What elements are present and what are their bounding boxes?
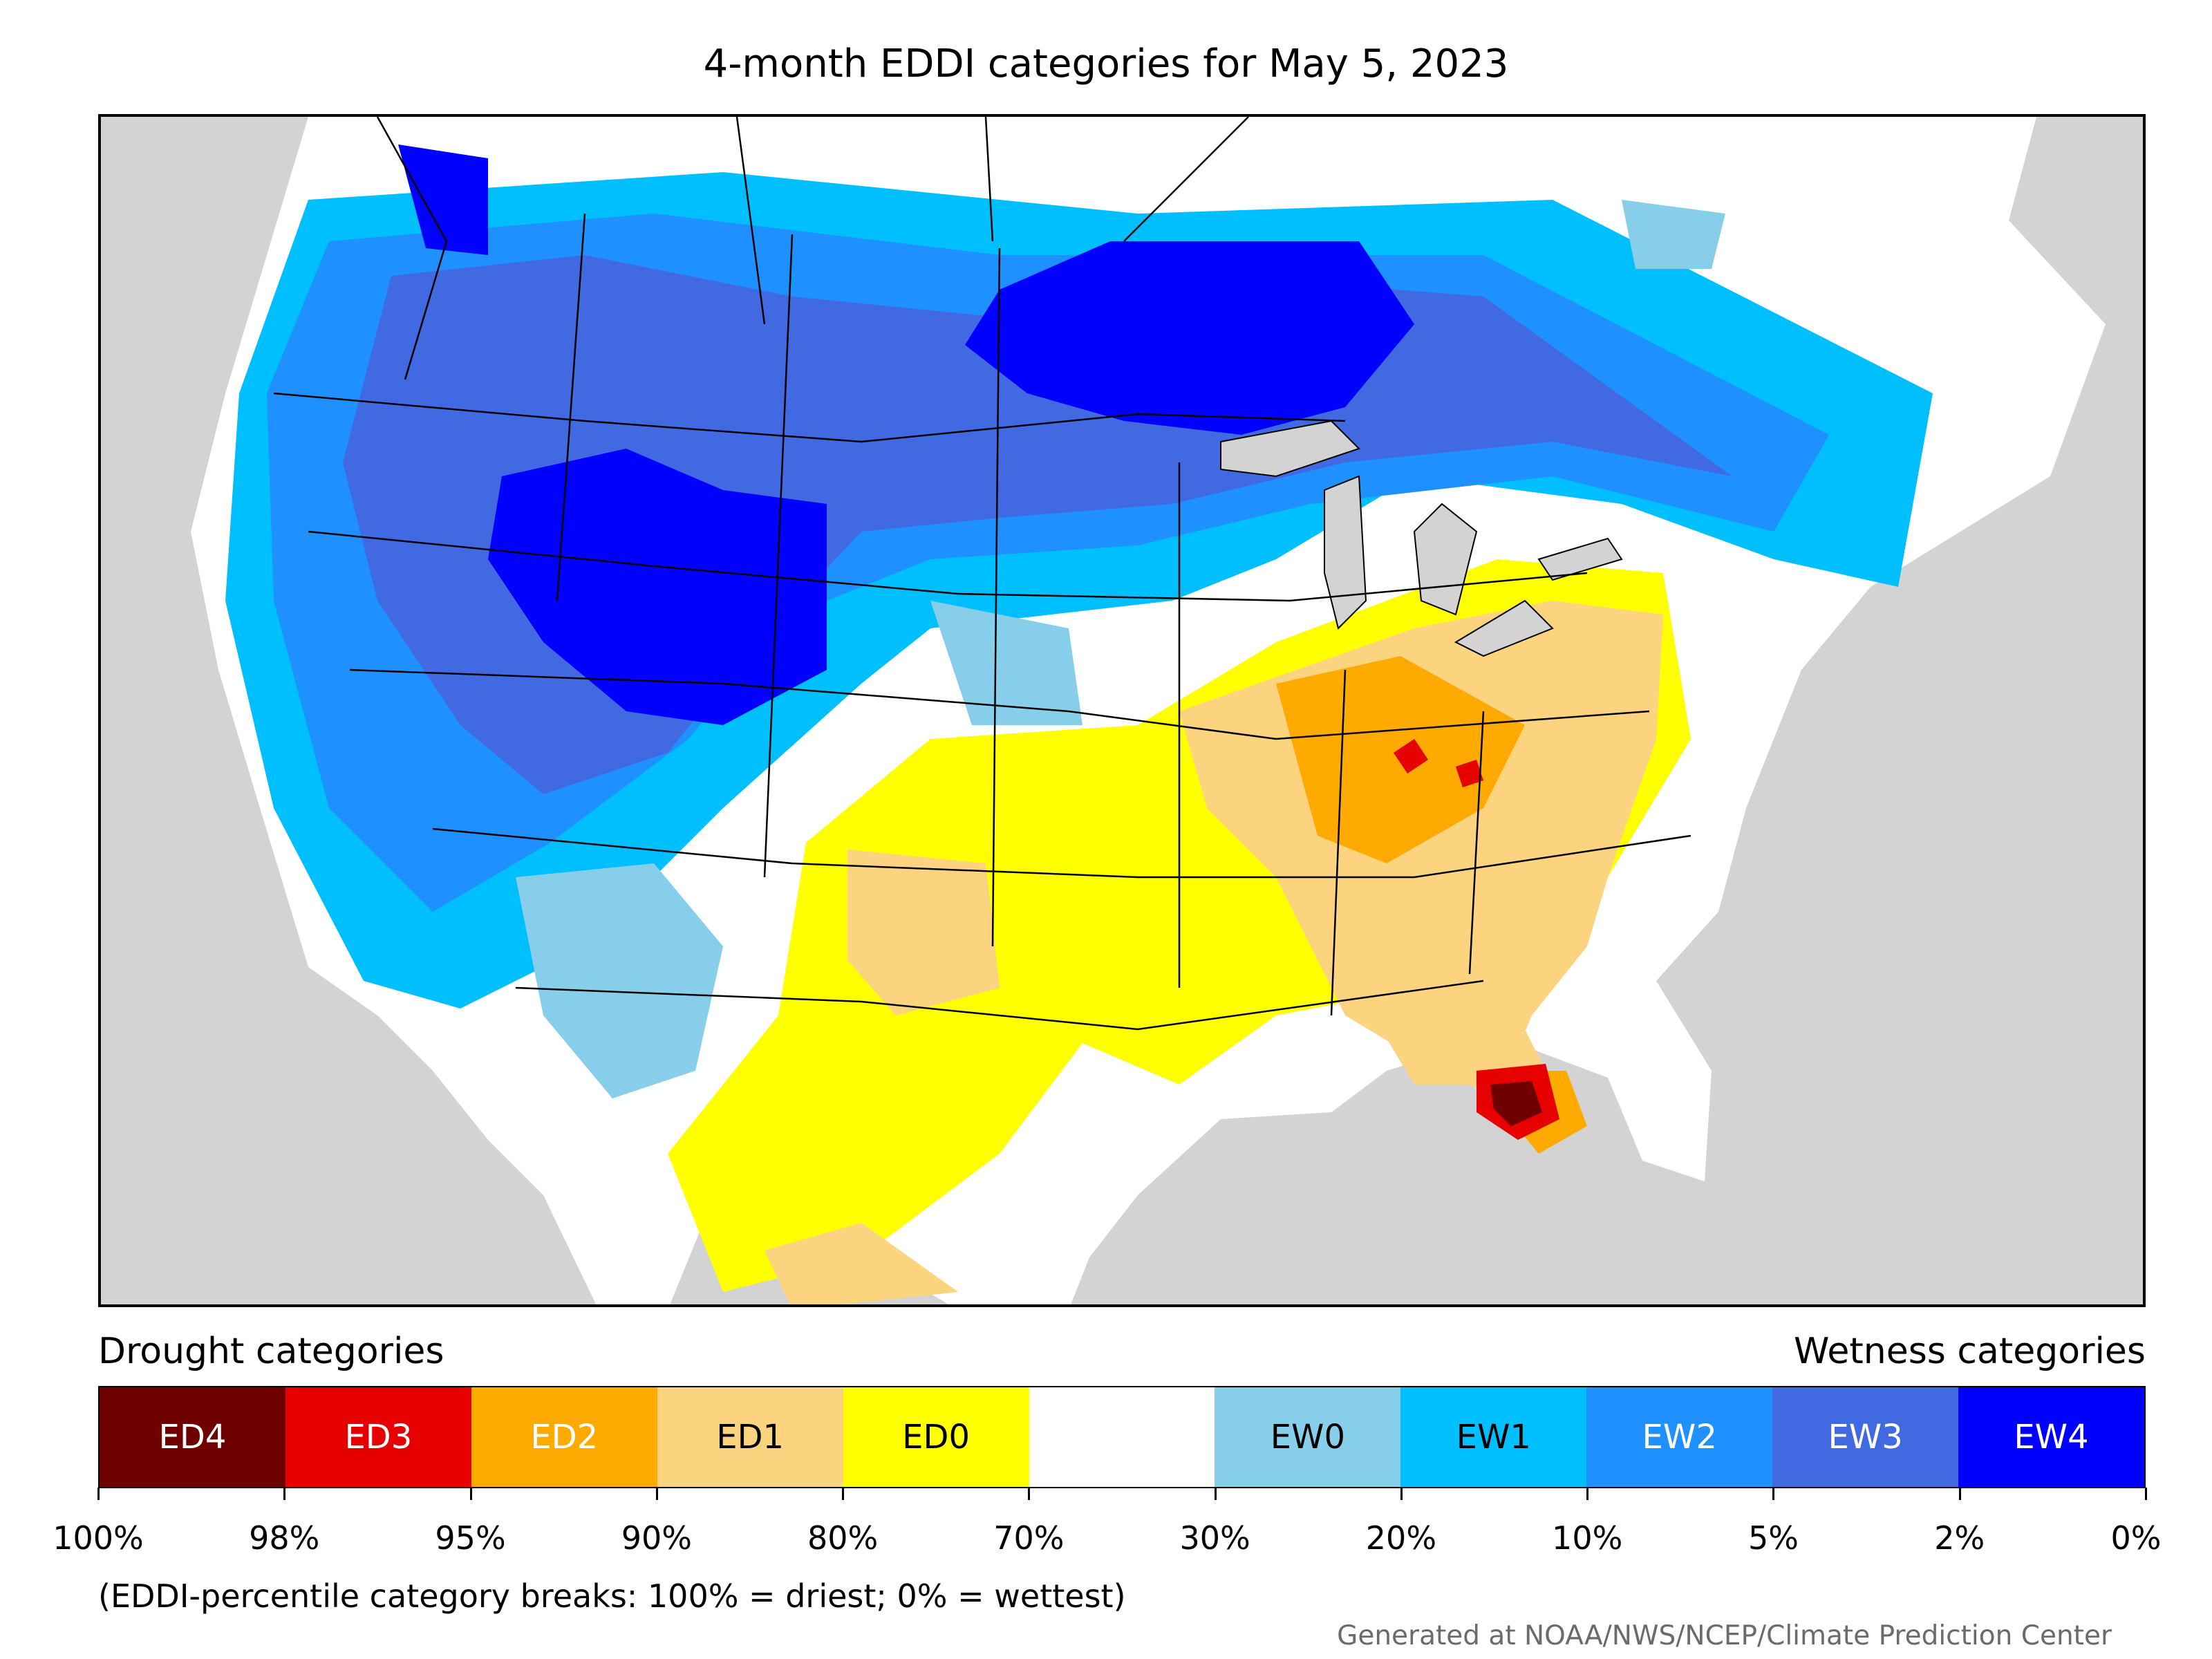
- region-ed2: [1276, 656, 1587, 1154]
- tick-label: 95%: [435, 1519, 506, 1557]
- tick-label: 5%: [1747, 1519, 1799, 1557]
- region-ed4: [1490, 1081, 1542, 1126]
- colorbar-cell-ew1: EW1: [1400, 1387, 1587, 1487]
- tick-mark: [842, 1488, 845, 1500]
- region-ed3: [1394, 739, 1559, 1140]
- colorbar-cell-ew0: EW0: [1215, 1387, 1401, 1487]
- tick-mark: [2145, 1488, 2147, 1500]
- tick-mark: [1214, 1488, 1217, 1500]
- tick-mark: [1028, 1488, 1031, 1500]
- colorbar-cell-ed3: ED3: [285, 1387, 471, 1487]
- tick-mark: [1958, 1488, 1961, 1500]
- tick-label: 98%: [249, 1519, 320, 1557]
- tick-label: 20%: [1365, 1519, 1437, 1557]
- tick-label: 30%: [1179, 1519, 1250, 1557]
- colorbar-cell-ed2: ED2: [471, 1387, 657, 1487]
- wetness-categories-heading: Wetness categories: [1794, 1331, 2146, 1372]
- tick-label: 70%: [993, 1519, 1065, 1557]
- state-boundaries: [273, 117, 1691, 1031]
- tick-label: 90%: [621, 1519, 692, 1557]
- colorbar-cell-ew3: EW3: [1772, 1387, 1959, 1487]
- tick-mark: [655, 1488, 658, 1500]
- colorbar-cell-ew2: EW2: [1586, 1387, 1773, 1487]
- drought-categories-heading: Drought categories: [98, 1331, 444, 1372]
- tick-mark: [1772, 1488, 1775, 1500]
- colorbar-cell-ed1: ED1: [657, 1387, 843, 1487]
- map-frame: [98, 114, 2146, 1307]
- colorbar-cell-ed4: ED4: [100, 1387, 285, 1487]
- map-title: 4-month EDDI categories for May 5, 2023: [703, 41, 1509, 86]
- region-ew0: [516, 200, 1725, 1098]
- tick-mark: [97, 1488, 100, 1500]
- colorbar-cell-ed0: ED0: [843, 1387, 1029, 1487]
- tick-mark: [469, 1488, 472, 1500]
- colorbar-cell-normal: [1029, 1387, 1215, 1487]
- great-lakes: [1220, 420, 1623, 657]
- tick-label: 0%: [2110, 1519, 2162, 1557]
- tick-mark: [1400, 1488, 1403, 1500]
- region-ew4: [398, 144, 1414, 725]
- eddi-map: [191, 117, 2106, 1304]
- credit-line: Generated at NOAA/NWS/NCEP/Climate Predi…: [1337, 1620, 2112, 1651]
- colorbar-cell-ew4: EW4: [1958, 1387, 2144, 1487]
- tick-label: 80%: [807, 1519, 879, 1557]
- tick-label: 100%: [53, 1519, 144, 1557]
- category-footnote: (EDDI-percentile category breaks: 100% =…: [98, 1577, 1126, 1615]
- tick-label: 2%: [1934, 1519, 1985, 1557]
- tick-label: 10%: [1552, 1519, 1623, 1557]
- category-colorbar: ED4 ED3 ED2 ED1 ED0 EW0 EW1 EW2 EW3 EW4: [98, 1386, 2146, 1488]
- tick-mark: [283, 1488, 286, 1500]
- tick-mark: [1586, 1488, 1589, 1500]
